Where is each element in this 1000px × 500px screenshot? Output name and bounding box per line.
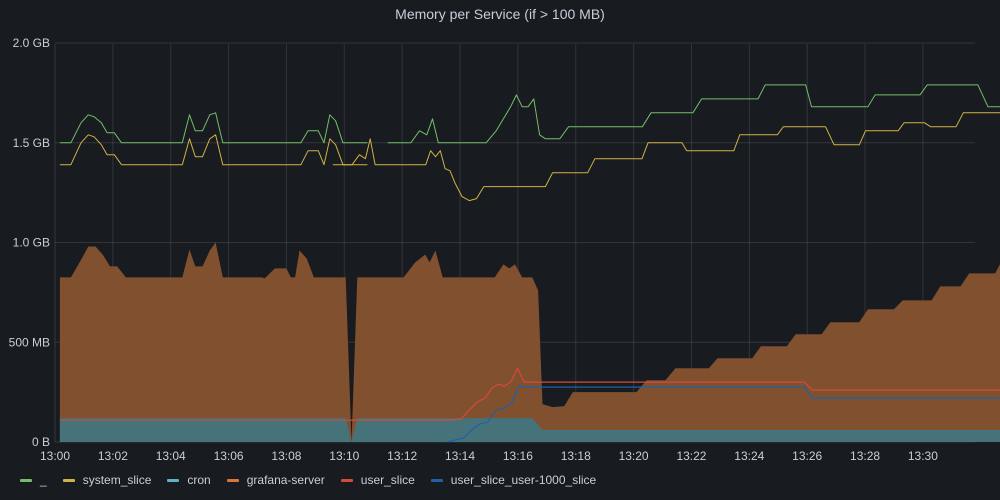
- svg-text:0 B: 0 B: [32, 435, 50, 449]
- legend-label: _: [40, 473, 47, 487]
- svg-text:13:06: 13:06: [214, 449, 244, 463]
- legend: _ system_slice cron grafana-server user_…: [20, 473, 596, 487]
- legend-swatch-icon: [167, 478, 180, 482]
- area-series: [59, 242, 1000, 442]
- svg-text:13:22: 13:22: [676, 449, 706, 463]
- svg-text:1.5 GB: 1.5 GB: [13, 136, 50, 150]
- svg-text:13:12: 13:12: [387, 449, 417, 463]
- legend-swatch-icon: [430, 478, 443, 482]
- legend-item-system-slice[interactable]: system_slice: [62, 473, 152, 487]
- svg-text:13:10: 13:10: [329, 449, 359, 463]
- svg-text:1.0 GB: 1.0 GB: [13, 236, 50, 250]
- line-series: [59, 84, 1000, 443]
- svg-text:2.0 GB: 2.0 GB: [13, 36, 50, 50]
- svg-text:13:00: 13:00: [40, 449, 70, 463]
- svg-text:500 MB: 500 MB: [9, 335, 50, 349]
- legend-label: user_slice_user-1000_slice: [450, 473, 597, 487]
- svg-text:13:30: 13:30: [908, 449, 938, 463]
- y-axis-ticks: 0 B 500 MB 1.0 GB 1.5 GB 2.0 GB: [9, 36, 50, 449]
- legend-item-user-slice[interactable]: user_slice: [340, 473, 415, 487]
- legend-item-underscore[interactable]: _: [20, 473, 47, 487]
- legend-label: system_slice: [82, 473, 152, 487]
- legend-item-cron[interactable]: cron: [167, 473, 211, 487]
- svg-text:13:26: 13:26: [792, 449, 822, 463]
- svg-text:13:02: 13:02: [98, 449, 128, 463]
- legend-swatch-icon: [62, 478, 75, 482]
- svg-text:13:28: 13:28: [850, 449, 880, 463]
- svg-text:13:18: 13:18: [561, 449, 591, 463]
- panel-title[interactable]: Memory per Service (if > 100 MB): [395, 6, 605, 22]
- legend-item-grafana-server[interactable]: grafana-server: [226, 473, 325, 487]
- svg-text:13:16: 13:16: [503, 449, 533, 463]
- legend-label: grafana-server: [246, 473, 325, 487]
- svg-text:13:14: 13:14: [445, 449, 475, 463]
- svg-text:13:20: 13:20: [619, 449, 649, 463]
- legend-item-user-slice-user-1000-slice[interactable]: user_slice_user-1000_slice: [430, 473, 597, 487]
- legend-swatch-icon: [20, 478, 32, 482]
- svg-text:13:08: 13:08: [271, 449, 301, 463]
- legend-swatch-icon: [226, 478, 239, 482]
- svg-text:13:24: 13:24: [734, 449, 764, 463]
- legend-label: cron: [187, 473, 211, 487]
- legend-swatch-icon: [340, 478, 353, 482]
- x-axis-ticks: 13:00 13:02 13:04 13:06 13:08 13:10 13:12 13:14…: [40, 449, 938, 463]
- legend-label: user_slice: [360, 473, 415, 487]
- svg-text:13:04: 13:04: [156, 449, 186, 463]
